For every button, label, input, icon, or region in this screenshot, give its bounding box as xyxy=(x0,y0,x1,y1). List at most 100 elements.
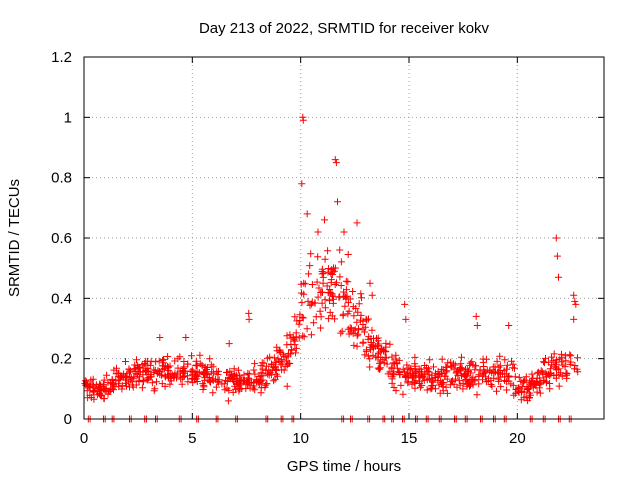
data-point xyxy=(550,372,558,379)
y-axis-label: SRMTID / TECUs xyxy=(6,179,23,297)
data-point xyxy=(359,325,367,333)
data-point xyxy=(345,307,353,315)
data-point xyxy=(555,382,563,390)
data-point xyxy=(261,381,269,389)
data-point xyxy=(494,375,502,383)
data-point xyxy=(244,379,252,387)
data-point xyxy=(496,352,504,360)
data-point xyxy=(559,361,567,369)
data-point xyxy=(353,342,361,350)
data-point xyxy=(458,353,465,361)
data-point xyxy=(270,377,278,385)
data-point xyxy=(192,375,200,383)
data-point xyxy=(505,322,513,329)
data-points xyxy=(81,113,582,423)
data-point xyxy=(570,315,578,323)
data-point xyxy=(200,381,208,389)
data-point xyxy=(206,355,214,363)
data-point xyxy=(558,350,565,358)
data-point xyxy=(536,374,544,382)
data-point xyxy=(475,380,483,388)
data-point xyxy=(116,376,124,384)
data-point xyxy=(196,351,204,359)
y-tick-label: 1 xyxy=(64,109,72,126)
data-point xyxy=(546,365,554,373)
data-point xyxy=(321,304,329,312)
data-point xyxy=(408,374,416,382)
data-point xyxy=(511,364,518,372)
data-point xyxy=(327,289,335,297)
data-point xyxy=(235,384,243,392)
data-point xyxy=(374,364,382,372)
data-point xyxy=(402,373,410,380)
data-point xyxy=(493,387,500,395)
data-point xyxy=(355,326,363,334)
data-point xyxy=(189,379,197,387)
data-point xyxy=(394,368,402,376)
data-point xyxy=(403,361,411,369)
data-point xyxy=(354,330,362,338)
data-point xyxy=(361,328,368,336)
data-point xyxy=(379,356,387,364)
data-point xyxy=(366,279,374,287)
data-point xyxy=(152,358,160,366)
data-point xyxy=(553,356,561,364)
data-point xyxy=(342,277,350,285)
y-tick-label: 0.2 xyxy=(51,351,72,368)
data-point xyxy=(388,379,396,387)
chart-title: Day 213 of 2022, SRMTID for receiver kok… xyxy=(199,20,490,37)
data-point xyxy=(344,299,352,307)
data-point xyxy=(299,314,307,322)
data-point xyxy=(475,371,483,379)
data-point xyxy=(292,349,300,357)
data-point xyxy=(567,358,575,366)
data-point xyxy=(472,312,480,320)
data-point xyxy=(235,366,243,374)
data-point xyxy=(528,370,536,378)
data-point xyxy=(365,333,373,341)
data-point xyxy=(291,337,299,345)
data-point xyxy=(376,359,384,367)
data-point xyxy=(147,371,155,378)
data-point xyxy=(520,394,528,402)
data-point xyxy=(161,382,169,390)
data-point xyxy=(318,288,326,296)
data-point xyxy=(523,383,531,391)
data-point xyxy=(533,369,541,377)
data-point xyxy=(324,247,332,255)
data-point xyxy=(245,309,253,317)
data-point xyxy=(452,369,460,377)
data-point xyxy=(139,377,147,384)
data-point xyxy=(135,363,143,371)
data-point xyxy=(366,363,374,371)
data-point xyxy=(363,316,371,324)
data-point xyxy=(155,357,163,365)
data-point xyxy=(276,346,284,354)
data-point xyxy=(574,354,581,362)
data-point xyxy=(136,373,144,381)
data-point xyxy=(519,378,527,386)
data-point xyxy=(442,383,450,391)
data-point xyxy=(390,384,398,391)
data-point xyxy=(188,352,195,360)
data-point xyxy=(349,288,357,295)
data-point xyxy=(503,386,511,394)
data-point xyxy=(144,357,152,365)
data-point xyxy=(126,368,133,376)
data-point xyxy=(278,359,286,367)
data-point xyxy=(552,234,560,242)
data-point xyxy=(159,366,167,374)
data-point xyxy=(339,312,347,320)
data-point xyxy=(142,368,150,376)
data-point xyxy=(122,379,130,387)
data-point xyxy=(225,340,233,348)
data-point xyxy=(170,373,178,381)
data-point xyxy=(374,337,382,345)
data-point xyxy=(423,386,431,394)
data-point xyxy=(533,388,541,396)
data-point xyxy=(447,362,455,370)
data-point xyxy=(250,382,258,390)
data-point xyxy=(305,270,313,278)
data-point xyxy=(553,252,561,260)
data-point xyxy=(258,359,266,367)
